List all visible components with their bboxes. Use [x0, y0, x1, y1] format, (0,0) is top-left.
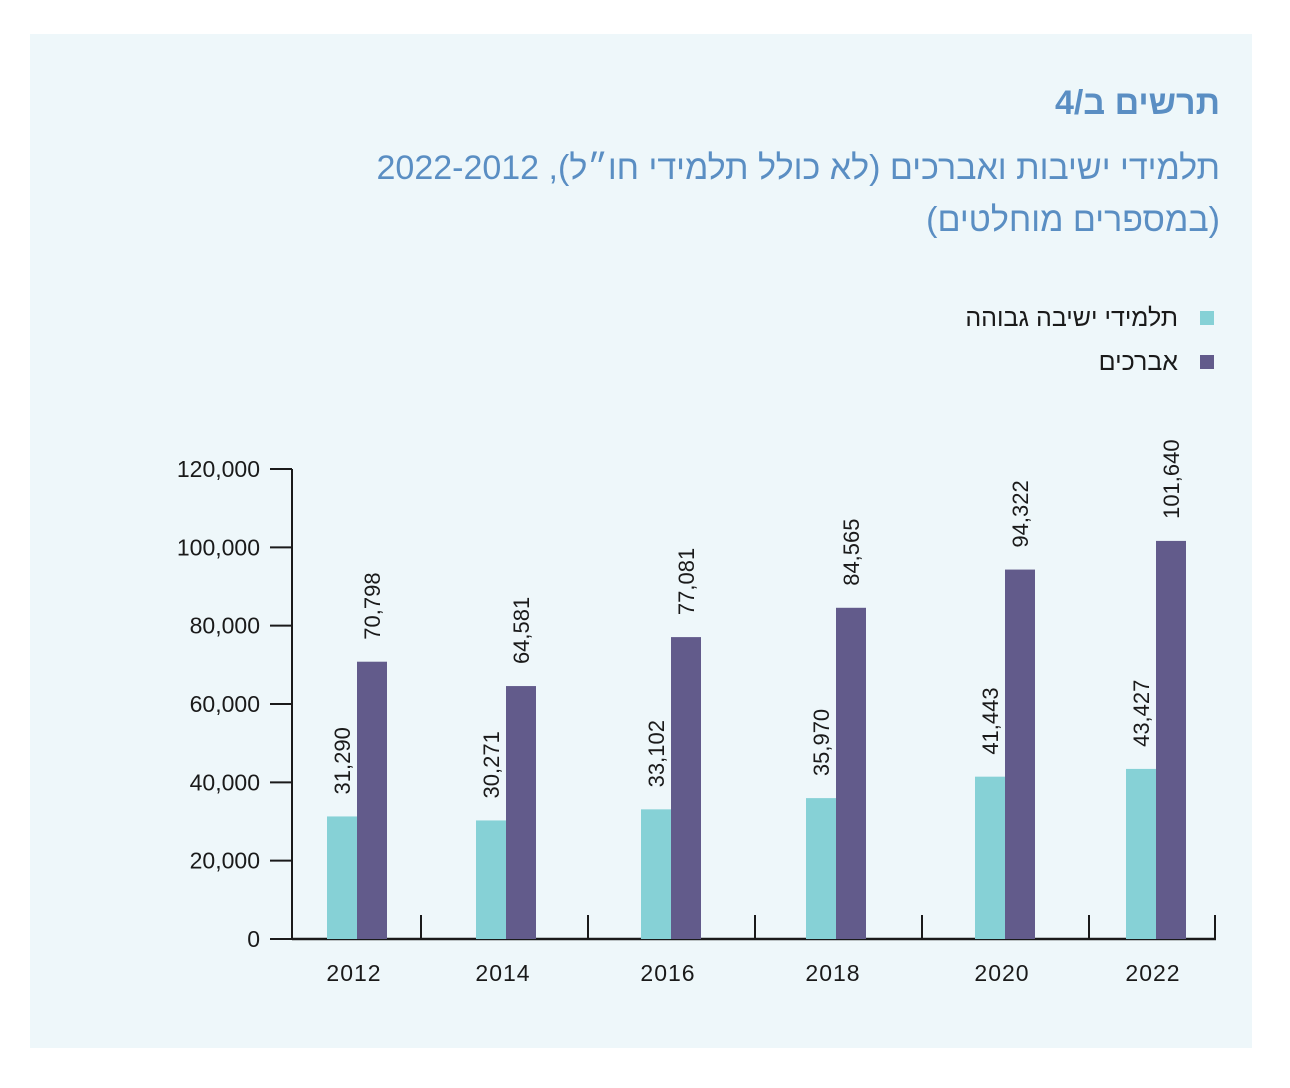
- bar-avrechim: [671, 637, 701, 939]
- legend-item-students: תלמידי ישיבה גבוהה: [965, 296, 1214, 340]
- data-label-students: 33,102: [644, 720, 669, 787]
- legend-label-avrechim: אברכים: [1098, 347, 1178, 376]
- data-label-students: 35,970: [809, 709, 834, 776]
- data-label-students: 43,427: [1129, 680, 1154, 747]
- bar-students: [327, 816, 357, 939]
- y-tick-label: 100,000: [177, 534, 260, 560]
- bar-students: [975, 776, 1005, 939]
- data-label-avrechim: 77,081: [674, 548, 699, 615]
- bar-avrechim: [506, 686, 536, 939]
- chart-legend: תלמידי ישיבה גבוהה אברכים: [965, 296, 1214, 384]
- bar-avrechim: [357, 661, 387, 939]
- bar-avrechim: [1156, 540, 1186, 939]
- data-label-students: 30,271: [479, 731, 504, 798]
- data-label-students: 41,443: [978, 687, 1003, 754]
- y-tick-label: 80,000: [190, 613, 260, 639]
- data-label-avrechim: 94,322: [1008, 480, 1033, 547]
- y-tick-label: 20,000: [190, 848, 260, 874]
- x-tick-label: 2018: [805, 960, 860, 986]
- chart-subtitle: (במספרים מוחלטים): [926, 201, 1220, 239]
- bar-students: [806, 798, 836, 939]
- legend-swatch-students: [1200, 311, 1214, 325]
- y-tick-label: 120,000: [177, 456, 260, 482]
- y-tick-label: 60,000: [190, 691, 260, 717]
- chart-title-block: תלמידי ישיבות ואברכים (לא כולל תלמידי חו…: [260, 142, 1221, 246]
- x-tick-label: 2014: [475, 960, 530, 986]
- bar-students: [476, 820, 506, 939]
- data-label-avrechim: 70,798: [360, 572, 385, 639]
- bar-students: [641, 809, 671, 939]
- legend-item-avrechim: אברכים: [965, 340, 1214, 384]
- data-label-avrechim: 64,581: [509, 597, 534, 664]
- chart-heading: תרשים ב/4: [1054, 84, 1220, 122]
- data-label-avrechim: 101,640: [1159, 439, 1184, 519]
- data-label-avrechim: 84,565: [839, 518, 864, 585]
- x-tick-label: 2020: [974, 960, 1029, 986]
- y-tick-label: 0: [247, 926, 260, 952]
- x-tick-label: 2016: [640, 960, 695, 986]
- chart-title: תלמידי ישיבות ואברכים (לא כולל תלמידי חו…: [376, 149, 1221, 187]
- bar-avrechim: [1005, 569, 1035, 939]
- bar-avrechim: [836, 607, 866, 939]
- x-tick-label: 2012: [326, 960, 381, 986]
- y-tick-label: 40,000: [190, 769, 260, 795]
- x-tick-label: 2022: [1125, 960, 1180, 986]
- bar-students: [1126, 768, 1156, 939]
- data-label-students: 31,290: [330, 727, 355, 794]
- legend-swatch-avrechim: [1200, 355, 1214, 369]
- legend-label-students: תלמידי ישיבה גבוהה: [965, 303, 1178, 332]
